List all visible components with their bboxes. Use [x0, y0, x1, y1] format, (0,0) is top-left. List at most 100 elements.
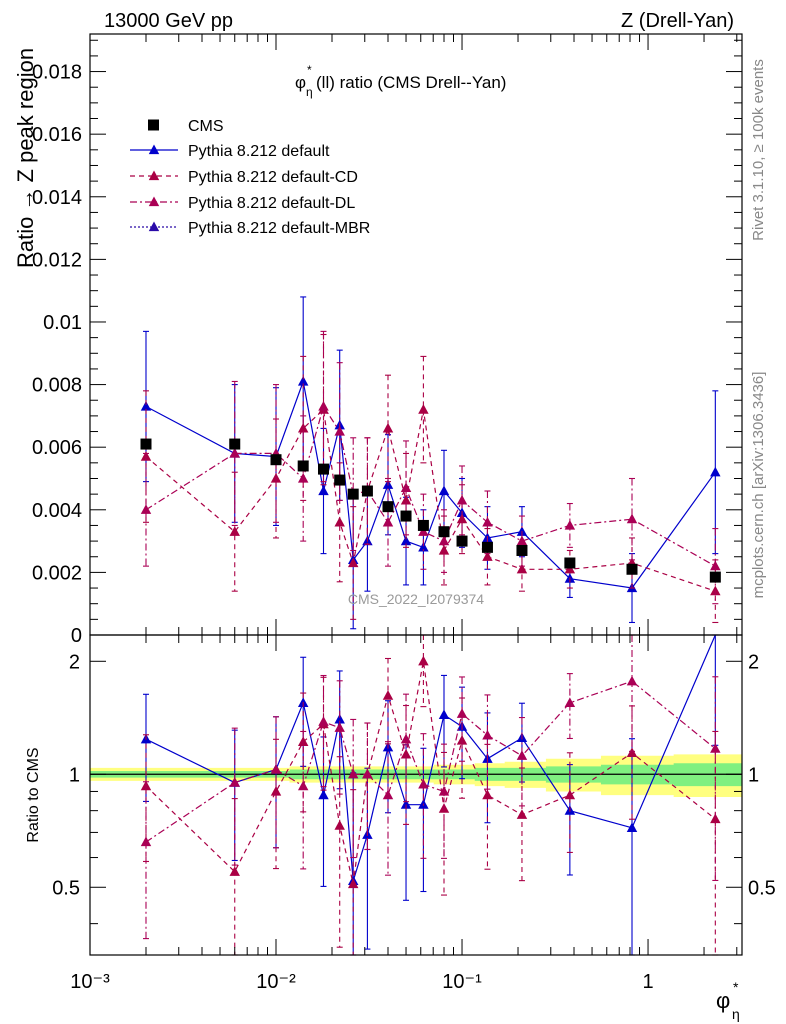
ratio-marker: [229, 777, 240, 787]
ratio-y-tick-label-left: 1: [69, 764, 80, 786]
cms-data-point: [334, 474, 346, 486]
legend: CMS Pythia 8.212 default Pythia 8.212 defa…: [130, 118, 370, 237]
cms-data-point: [516, 544, 528, 556]
main-marker: [564, 563, 576, 574]
cms-data-point: [229, 438, 241, 450]
main-marker: [140, 400, 152, 411]
ratio-y-tick-label-right: 2: [748, 651, 759, 673]
legend-label: Pythia 8.212 default-DL: [188, 195, 355, 212]
main-marker: [438, 535, 450, 546]
main-marker: [347, 557, 359, 568]
ratio-marker: [400, 748, 412, 759]
axis-labels: 10⁻³ 10⁻² 10⁻¹ 1 0 0.002 0.004 0.006 0.008 0.01 0.…: [32, 62, 776, 993]
ratio-marker: [418, 655, 429, 666]
ratio-marker: [482, 789, 493, 800]
cms-data-point: [270, 454, 282, 466]
main-marker: [140, 504, 152, 514]
main-y-tick-label: 0.008: [32, 375, 82, 397]
title-eta: η: [306, 85, 313, 99]
legend-label: Pythia 8.212 default-MBR: [188, 220, 370, 237]
source-label: mcplots.cern.ch [arXiv:1306.3436]: [750, 372, 767, 599]
legend-label: Pythia 8.212 default: [188, 143, 330, 160]
ratio-y-tick-label-right: 1: [748, 764, 759, 786]
cms-data-point: [361, 485, 373, 497]
main-marker: [382, 422, 394, 433]
ratio-line: [145, 680, 716, 843]
main-y-tick-label: 0.018: [32, 62, 82, 84]
ratio-marker: [270, 785, 282, 796]
main-marker: [400, 482, 412, 493]
ratio-line: [145, 634, 716, 882]
main-marker: [382, 516, 394, 527]
ratio-marker: [362, 768, 373, 779]
x-tick-label: 10⁻¹: [442, 971, 482, 993]
cms-data-point: [297, 460, 309, 472]
main-y-tick-label: 0.014: [32, 187, 82, 209]
main-marker: [418, 404, 429, 414]
main-marker: [626, 513, 638, 524]
main-marker: [710, 560, 721, 571]
axis-ticks: [89, 34, 742, 955]
x-tick-label: 10⁻³: [70, 971, 110, 993]
ratio-y-tick-label-right: 0.5: [748, 877, 776, 899]
title-phi: φ: [295, 73, 306, 92]
process-label: Z (Drell-Yan): [621, 10, 734, 32]
main-y-tick-label: 0.006: [32, 437, 82, 459]
cms-data-point: [382, 501, 394, 513]
ratio-marker: [318, 789, 329, 800]
ratio-marker: [438, 785, 450, 796]
main-marker: [229, 447, 240, 458]
ratio-marker: [516, 750, 528, 760]
main-marker: [334, 516, 345, 527]
cms-data-point: [400, 510, 412, 522]
cms-data-point: [481, 541, 493, 553]
cms-data-point: [347, 488, 359, 500]
rivet-label: Rivet 3.1.10, ≥ 100k events: [750, 59, 767, 241]
main-marker: [456, 494, 468, 505]
legend-item: Pythia 8.212 default-CD: [130, 169, 358, 186]
cms-data-point: [709, 571, 721, 583]
series-2: [140, 333, 721, 956]
ratio-y-tick-label-left: 0.5: [52, 877, 80, 899]
ratio-marker: [382, 690, 394, 700]
x-label-star: *: [733, 979, 739, 995]
ratio-marker: [626, 747, 638, 758]
main-marker: [438, 485, 450, 496]
legend-marker: [148, 170, 160, 181]
x-tick-label: 10⁻²: [256, 971, 296, 993]
cms-data-point: [456, 535, 468, 547]
legend-item: Pythia 8.212 default-MBR: [130, 220, 370, 237]
main-marker: [418, 526, 429, 536]
main-marker: [564, 519, 576, 530]
ratio-line: [145, 661, 716, 885]
series-layer: [140, 296, 721, 956]
main-marker: [297, 375, 309, 386]
legend-marker: [148, 196, 160, 207]
ratio-marker: [229, 866, 240, 876]
cms-data-point: [564, 557, 576, 569]
main-y-tick-label: 0.004: [32, 500, 82, 522]
series-3: [140, 330, 721, 940]
ratio-marker: [334, 713, 345, 724]
ratio-marker: [626, 822, 638, 832]
legend-item: Pythia 8.212 default-DL: [130, 195, 355, 212]
ratio-marker: [710, 743, 721, 753]
main-marker: [418, 541, 429, 552]
ratio-marker: [270, 763, 282, 774]
x-label-eta: η: [732, 1006, 740, 1022]
x-label-phi: φ: [716, 988, 730, 1013]
ratio-marker: [297, 736, 309, 746]
legend-item: CMS: [148, 118, 224, 135]
ratio-y-tick-label-left: 2: [69, 651, 80, 673]
ratio-y-axis-label: Ratio to CMS: [25, 747, 42, 842]
ratio-marker: [297, 780, 309, 791]
cms-data-point: [626, 563, 638, 575]
main-marker: [400, 494, 412, 505]
main-marker: [482, 516, 493, 527]
main-line: [145, 405, 716, 567]
main-y-tick-label: 0.012: [32, 249, 82, 271]
ratio-marker: [400, 799, 412, 809]
series-1: [140, 296, 721, 956]
legend-item: Pythia 8.212 default: [130, 143, 330, 160]
main-y-axis-label: Ratio → Z peak region: [13, 48, 38, 268]
